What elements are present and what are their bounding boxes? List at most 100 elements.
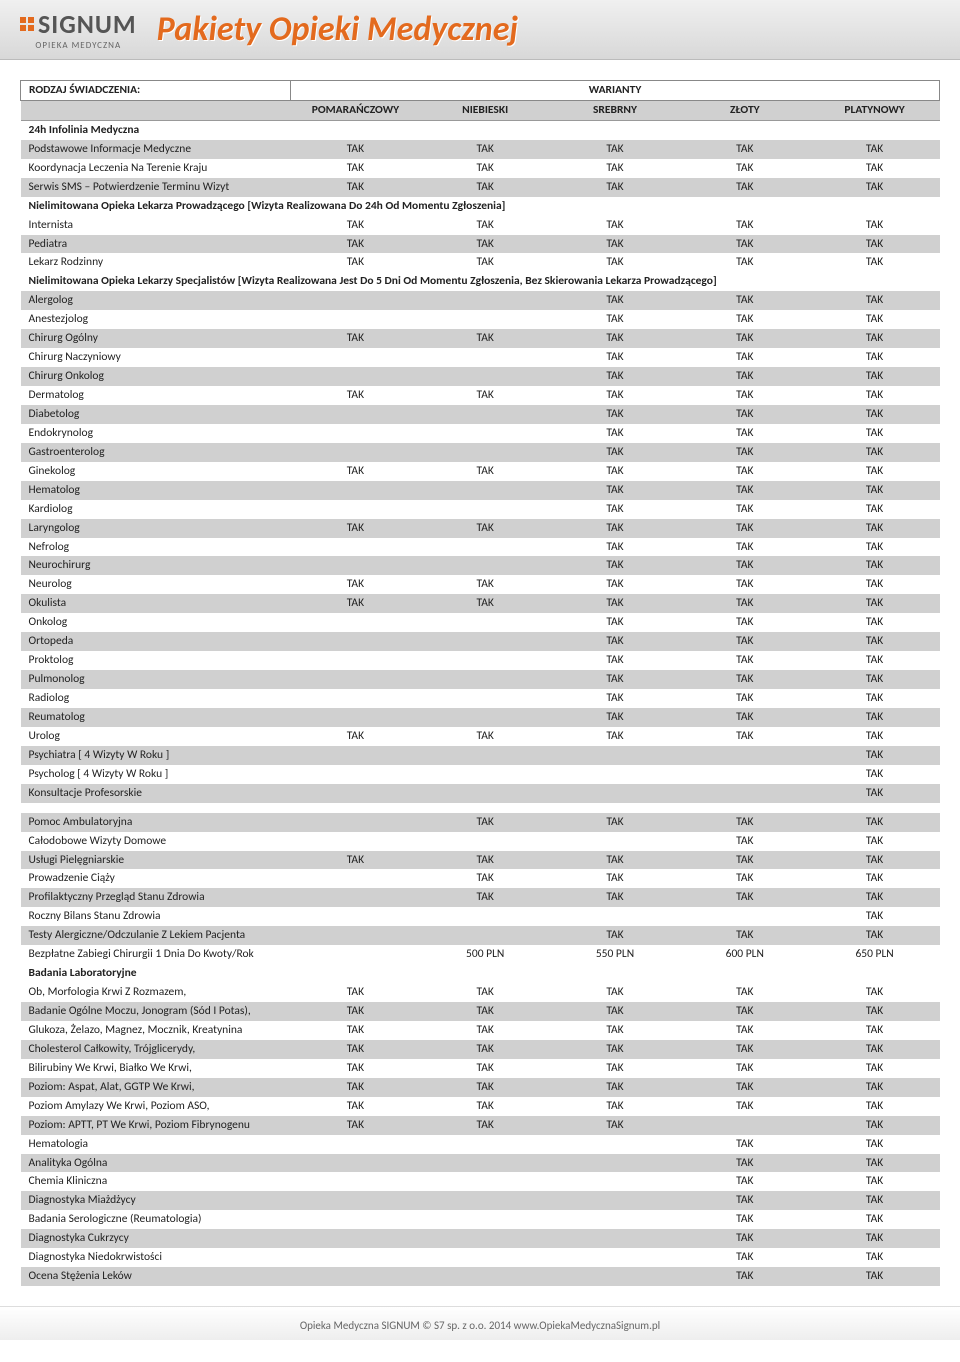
row-label: Diagnostyka Niedokrwistości <box>21 1248 291 1267</box>
table-row: LaryngologTAKTAKTAKTAKTAK <box>21 519 940 538</box>
table-row: OrtopedaTAKTAKTAK <box>21 632 940 651</box>
row-value <box>291 651 421 670</box>
table-row: Chirurg NaczyniowyTAKTAKTAK <box>21 348 940 367</box>
row-value: TAK <box>810 1040 940 1059</box>
row-value: TAK <box>550 1116 680 1135</box>
row-label: Konsultacje Profesorskie <box>21 784 291 803</box>
row-value <box>680 784 810 803</box>
row-value: TAK <box>680 291 810 310</box>
table-row: EndokrynologTAKTAKTAK <box>21 424 940 443</box>
row-value: TAK <box>810 159 940 178</box>
row-value: TAK <box>680 481 810 500</box>
row-label: Dermatolog <box>21 386 291 405</box>
row-value: TAK <box>680 1002 810 1021</box>
row-value: TAK <box>420 1002 550 1021</box>
row-label: Testy Alergiczne/Odczulanie Z Lekiem Pac… <box>21 926 291 945</box>
table-row: Profilaktyczny Przegląd Stanu ZdrowiaTAK… <box>21 888 940 907</box>
row-value: TAK <box>680 367 810 386</box>
row-value <box>420 556 550 575</box>
row-value: TAK <box>680 159 810 178</box>
row-value: 550 PLN <box>550 945 680 964</box>
row-value: TAK <box>810 1172 940 1191</box>
table-row: Badania Serologiczne (Reumatologia)TAKTA… <box>21 1210 940 1229</box>
row-value: TAK <box>550 253 680 272</box>
row-value: TAK <box>550 424 680 443</box>
row-value: TAK <box>810 386 940 405</box>
row-value <box>420 443 550 462</box>
row-value: TAK <box>680 443 810 462</box>
table-row: OnkologTAKTAKTAK <box>21 613 940 632</box>
row-value: TAK <box>291 216 421 235</box>
row-label: Psycholog [ 4 Wizyty W Roku ] <box>21 765 291 784</box>
row-value: TAK <box>550 348 680 367</box>
row-value: TAK <box>810 291 940 310</box>
table-row: Prowadzenie CiążyTAKTAKTAKTAK <box>21 869 940 888</box>
row-value: TAK <box>420 594 550 613</box>
section-header: Nielimitowana Opieka Lekarzy Specjalistó… <box>21 272 940 291</box>
row-label: Poziom Amylazy We Krwi, Poziom ASO, <box>21 1097 291 1116</box>
row-value: TAK <box>810 670 940 689</box>
table-row: DiabetologTAKTAKTAK <box>21 405 940 424</box>
row-value: TAK <box>420 727 550 746</box>
table-row: Diagnostyka CukrzycyTAKTAK <box>21 1229 940 1248</box>
row-value: TAK <box>810 443 940 462</box>
table-row: HematologiaTAKTAK <box>21 1135 940 1154</box>
row-value: TAK <box>550 519 680 538</box>
table-row: Chemia KlinicznaTAKTAK <box>21 1172 940 1191</box>
row-label: Prowadzenie Ciąży <box>21 869 291 888</box>
row-value <box>291 1135 421 1154</box>
row-value: TAK <box>550 651 680 670</box>
row-value: TAK <box>550 500 680 519</box>
row-value: TAK <box>420 178 550 197</box>
section-header: Nielimitowana Opieka Lekarza Prowadząceg… <box>21 197 940 216</box>
row-value: TAK <box>680 1154 810 1173</box>
row-value: TAK <box>810 1135 940 1154</box>
row-value: TAK <box>291 851 421 870</box>
row-value: TAK <box>810 424 940 443</box>
table-row: Ocena Stężenia LekówTAKTAK <box>21 1267 940 1286</box>
row-value: TAK <box>680 1135 810 1154</box>
row-value <box>420 1135 550 1154</box>
row-value <box>420 907 550 926</box>
row-value <box>291 556 421 575</box>
row-value <box>550 1248 680 1267</box>
row-value: TAK <box>680 575 810 594</box>
table-row: NeurochirurgTAKTAKTAK <box>21 556 940 575</box>
row-value <box>291 888 421 907</box>
row-value <box>291 1248 421 1267</box>
row-label: Alergolog <box>21 291 291 310</box>
row-label: Hematolog <box>21 481 291 500</box>
row-value: TAK <box>550 235 680 254</box>
row-value: TAK <box>550 727 680 746</box>
row-value: TAK <box>550 178 680 197</box>
row-value: TAK <box>550 159 680 178</box>
row-value: TAK <box>550 689 680 708</box>
row-value: TAK <box>420 159 550 178</box>
row-value: TAK <box>550 1002 680 1021</box>
row-label: Internista <box>21 216 291 235</box>
row-label: Laryngolog <box>21 519 291 538</box>
row-value <box>291 613 421 632</box>
table-row: Poziom: Aspat, Alat, GGTP We Krwi,TAKTAK… <box>21 1078 940 1097</box>
row-value: TAK <box>550 462 680 481</box>
row-value: TAK <box>680 832 810 851</box>
row-value: TAK <box>680 1021 810 1040</box>
row-value: TAK <box>680 348 810 367</box>
row-value: TAK <box>680 1059 810 1078</box>
row-value <box>420 1154 550 1173</box>
row-value: TAK <box>680 1097 810 1116</box>
row-label: Pediatra <box>21 235 291 254</box>
page-header: SIGNUM OPIEKA MEDYCZNA Pakiety Opieki Me… <box>0 0 960 60</box>
table-row: GinekologTAKTAKTAKTAKTAK <box>21 462 940 481</box>
row-value: TAK <box>810 613 940 632</box>
row-value: TAK <box>680 888 810 907</box>
row-value: TAK <box>680 651 810 670</box>
row-value: TAK <box>291 983 421 1002</box>
row-value <box>420 538 550 557</box>
row-value: TAK <box>680 851 810 870</box>
row-value <box>291 405 421 424</box>
row-label: Ginekolog <box>21 462 291 481</box>
row-value: TAK <box>291 594 421 613</box>
row-label: Pulmonolog <box>21 670 291 689</box>
row-value <box>291 926 421 945</box>
